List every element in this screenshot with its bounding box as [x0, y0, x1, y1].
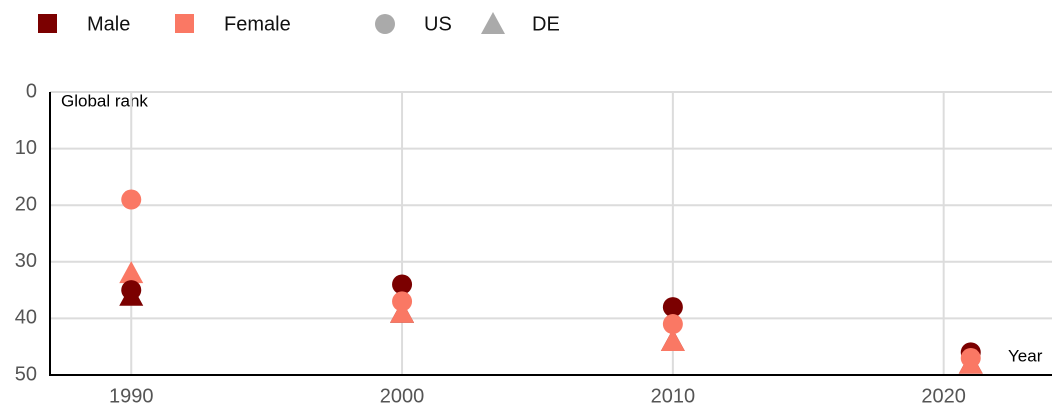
legend-label: Female: [224, 13, 291, 35]
marker: [660, 329, 685, 352]
x-tick-label: 2020: [921, 385, 966, 407]
marker: [121, 189, 142, 210]
y-tick-label: 40: [15, 307, 37, 329]
legend-label: Male: [87, 13, 130, 35]
x-tick-label: 1990: [109, 385, 154, 407]
legend-swatch: [175, 14, 194, 33]
y-tick-label: 20: [15, 193, 37, 215]
legend-shape: [375, 14, 395, 34]
legend: Male Female US DE: [38, 12, 560, 35]
marker: [960, 348, 981, 369]
legend-shape: [481, 12, 505, 34]
x-tick-label: 2010: [651, 385, 696, 407]
y-tick-label: 30: [15, 250, 37, 272]
marker: [121, 280, 142, 301]
legend-label: US: [424, 13, 452, 35]
legend-swatch: [38, 14, 57, 33]
marker: [390, 300, 415, 323]
y-axis-label: Global rank: [61, 91, 148, 110]
y-tick-label: 50: [15, 363, 37, 385]
marker: [392, 291, 413, 312]
marker: [392, 274, 413, 295]
marker: [662, 297, 683, 318]
y-tick-label: 0: [26, 80, 37, 102]
x-tick-label: 2000: [380, 385, 425, 407]
legend-label: DE: [532, 13, 560, 35]
y-tick-label: 10: [15, 137, 37, 159]
x-axis-label: Year: [1008, 346, 1043, 365]
marker: [662, 314, 683, 335]
marker: [119, 261, 144, 284]
